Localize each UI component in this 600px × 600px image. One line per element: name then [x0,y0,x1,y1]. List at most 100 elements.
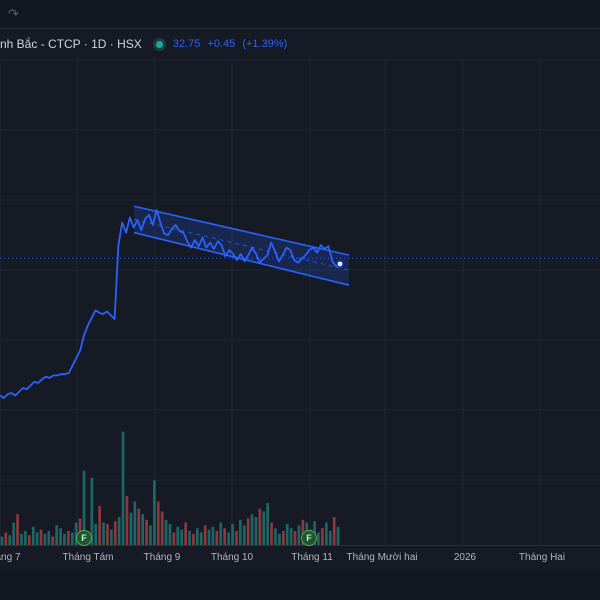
volume-bar-76 [297,525,301,545]
market-status-dot [155,40,163,48]
volume-bar-59 [231,524,234,545]
symbol-title[interactable]: nh Bắc - CTCP · 1D · HSX [0,37,142,51]
volume-bar-4 [16,514,19,545]
volume-bar-70 [274,528,277,545]
volume-bar-14 [55,525,58,545]
channel-mid-line [133,218,350,271]
volume-bar-2 [8,535,12,545]
time-tick-label: Tháng Hai [518,552,566,563]
volume-bar-68 [266,503,269,545]
volume-bar-48 [188,531,191,545]
volume-bar-6 [24,531,27,545]
earnings-flag-icon[interactable]: F [76,530,92,546]
parallel-channel [133,205,350,286]
volume-bar-43 [168,524,172,545]
volume-bar-28 [110,529,113,545]
volume-bar-63 [246,518,250,545]
volume-bar-9 [35,532,39,545]
volume-bar-75 [293,531,297,545]
volume-bars [0,431,340,545]
volume-bar-12 [47,531,51,545]
volume-bar-15 [59,528,62,545]
volume-bar-3 [12,522,15,545]
volume-bar-37 [145,519,148,545]
volume-bar-49 [192,533,195,545]
volume-bar-38 [149,525,152,545]
time-tick-label: Tháng 9 [143,552,181,563]
volume-bar-71 [278,533,281,545]
bottom-panel [0,570,600,600]
volume-bar-0 [0,536,4,545]
volume-bar-27 [106,524,109,545]
volume-bar-40 [156,501,160,545]
volume-bar-10 [39,529,43,545]
price-series-line [0,209,341,399]
redo-icon[interactable]: ↷ [8,6,19,21]
volume-bar-51 [199,532,203,545]
volume-bar-8 [31,526,35,545]
volume-bar-24 [94,524,98,545]
volume-bar-34 [133,501,137,545]
volume-bar-47 [184,522,187,545]
price-change-percent: (+1.39%) [242,38,288,50]
price-readout: 32.75 +0.45 (+1.39%) [173,38,291,50]
volume-bar-61 [239,519,242,545]
volume-bar-72 [282,531,285,545]
time-tick-label: Tháng 10 [210,552,254,563]
channel-lower-line [133,231,350,286]
volume-bar-18 [70,532,74,545]
volume-bar-7 [27,535,31,545]
channel-fill [134,206,349,286]
volume-bar-35 [137,508,141,545]
chart-grid [0,59,600,545]
price-change: +0.45 [207,38,236,50]
volume-bar-83 [325,522,328,545]
volume-bar-64 [250,514,254,545]
volume-bar-36 [141,514,144,545]
volume-bar-1 [4,532,8,545]
volume-bar-21 [82,470,86,545]
volume-bar-17 [67,531,70,545]
volume-bar-33 [129,512,133,545]
volume-bar-85 [332,517,336,545]
top-toolbar: ↷ [0,0,600,29]
volume-bar-86 [336,526,340,545]
volume-bar-41 [160,511,164,545]
volume-bar-26 [102,522,105,545]
volume-bar-74 [289,528,293,545]
time-tick-label: Tháng 11 [291,552,333,563]
volume-bar-58 [227,532,230,545]
volume-bar-55 [215,531,219,545]
volume-bar-16 [63,533,66,545]
volume-bar-13 [51,536,55,545]
price-chart[interactable] [0,0,600,545]
volume-bar-73 [285,524,289,545]
symbol-legend: nh Bắc - CTCP · 1D · HSX 32.75 +0.45 (+1… [0,36,291,52]
time-tick-label: Tháng Tám [62,552,114,563]
volume-bar-25 [98,505,101,545]
volume-bar-44 [172,532,176,545]
volume-bar-5 [20,533,23,545]
volume-bar-62 [242,525,246,545]
volume-bar-56 [219,522,223,545]
volume-bar-84 [328,531,332,545]
last-price: 32.75 [172,38,201,50]
volume-bar-57 [223,528,226,545]
volume-bar-42 [164,519,168,545]
volume-bar-53 [207,529,211,545]
time-tick-label: áng 7 [0,552,21,563]
volume-bar-81 [317,532,320,545]
volume-bar-39 [153,480,156,545]
volume-bar-11 [43,533,47,545]
volume-bar-69 [270,522,273,545]
volume-bar-82 [321,528,324,545]
volume-bar-45 [176,526,180,545]
time-axis[interactable] [0,545,600,571]
volume-bar-65 [254,517,258,545]
volume-bar-32 [125,496,129,545]
volume-bar-60 [235,531,238,545]
volume-bar-54 [211,526,215,545]
volume-bar-30 [117,517,121,545]
earnings-flag-icon[interactable]: F [301,530,317,546]
volume-bar-67 [262,511,266,545]
